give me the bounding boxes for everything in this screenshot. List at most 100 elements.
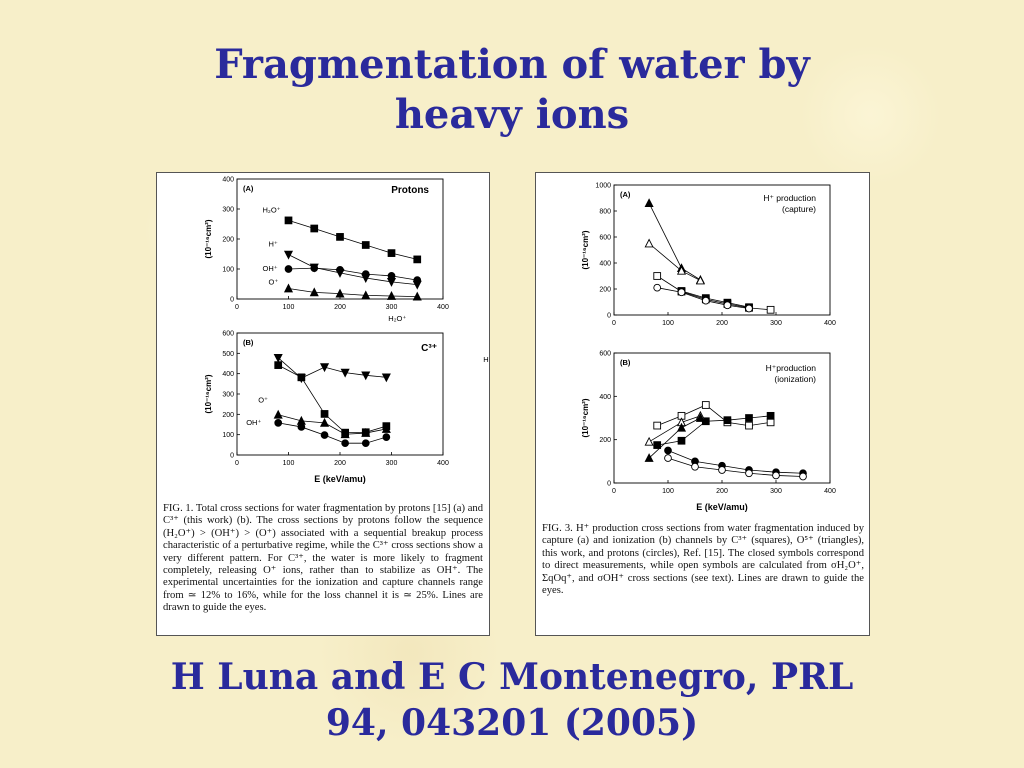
y-axis-label: (10⁻¹⁶cm²) [581, 398, 590, 437]
y-tick-label: 800 [599, 209, 611, 216]
y-tick-label: 200 [222, 237, 234, 244]
data-point [310, 264, 319, 272]
chart-title: Protons [391, 185, 429, 196]
y-tick-label: 200 [222, 412, 234, 419]
data-point [273, 353, 283, 363]
data-point [664, 454, 672, 462]
data-point [273, 409, 283, 419]
data-point [799, 472, 807, 481]
title-line-1: Fragmentation of water by [214, 41, 810, 88]
y-tick-label: 600 [599, 351, 611, 358]
x-axis-label: E (keV/amu) [314, 474, 366, 484]
data-point [745, 414, 753, 422]
series-line [278, 364, 387, 434]
data-point [718, 466, 726, 474]
chart-fig1a: 0 100 200 300 400 0 100 200 300 400 (A) Protons (10⁻… [204, 177, 449, 312]
panel-label: (B) [243, 338, 254, 347]
data-point [413, 276, 422, 284]
data-point [361, 241, 370, 249]
y-tick-label: 0 [230, 453, 234, 460]
y-tick-label: 0 [607, 313, 611, 320]
data-point [361, 439, 370, 448]
data-point [361, 428, 371, 437]
data-point [361, 371, 371, 381]
panel-label: (B) [620, 358, 631, 367]
data-point [310, 224, 319, 233]
y-tick-label: 100 [222, 432, 234, 439]
x-tick-label: 0 [235, 460, 239, 467]
data-point [766, 411, 775, 420]
data-point [701, 401, 710, 409]
data-point [723, 416, 732, 425]
data-point [723, 301, 732, 310]
x-tick-label: 200 [716, 320, 728, 327]
chart-title: C³⁺ [421, 343, 437, 354]
data-point [676, 422, 687, 432]
x-tick-label: 300 [770, 488, 782, 495]
x-tick-label: 100 [283, 460, 295, 467]
x-tick-label: 100 [662, 488, 674, 495]
data-point [745, 421, 753, 430]
series-label: H⁺ [269, 240, 278, 249]
data-point [284, 216, 293, 225]
y-tick-label: 400 [222, 177, 234, 184]
data-point [413, 255, 422, 264]
x-tick-label: 400 [824, 488, 836, 495]
x-tick-label: 0 [612, 488, 616, 495]
data-point [297, 423, 306, 431]
series-line [657, 404, 771, 426]
x-tick-label: 100 [283, 304, 295, 311]
data-point [361, 270, 370, 278]
panel-label: (A) [243, 184, 254, 193]
y-tick-label: 500 [222, 351, 234, 358]
data-point [653, 421, 662, 430]
y-tick-label: 300 [222, 207, 234, 214]
data-point [644, 436, 654, 446]
citation-line-1: H Luna and E C Montenegro, PRL [170, 656, 854, 698]
data-point [340, 429, 350, 439]
series-line [278, 414, 387, 435]
series-line [288, 267, 418, 281]
y-tick-label: 400 [599, 394, 611, 401]
data-point [676, 265, 687, 275]
series-line [648, 203, 701, 281]
chart-subtitle: (ionization) [774, 374, 816, 384]
y-tick-label: 0 [230, 297, 234, 304]
data-point [644, 453, 654, 462]
series-label: O⁺ [258, 396, 268, 405]
y-tick-label: 400 [222, 371, 234, 378]
data-point [274, 361, 283, 369]
series-line [681, 290, 750, 308]
data-point [335, 288, 345, 298]
data-point [412, 291, 422, 301]
series-line [277, 357, 387, 379]
series-label: H₂O⁺ [388, 314, 406, 323]
series-line [288, 254, 418, 285]
x-tick-label: 300 [386, 304, 398, 311]
data-point [387, 249, 396, 257]
data-point [677, 288, 686, 297]
y-axis-label: (10⁻¹⁶cm²) [581, 230, 590, 269]
y-tick-label: 200 [599, 437, 611, 444]
x-axis-label: E (keV/amu) [696, 502, 748, 512]
title-line-2: heavy ions [394, 91, 630, 138]
data-point [361, 290, 371, 300]
y-tick-label: 1000 [595, 183, 611, 190]
x-tick-label: 300 [770, 320, 782, 327]
figure-1: 0 100 200 300 400 0 100 200 300 400 (A) Protons (10⁻… [156, 172, 490, 636]
y-axis-label: (10⁻¹⁶cm²) [204, 219, 213, 258]
data-point [382, 433, 391, 441]
figure-3: 0 100 200 300 400 0 200 400 600 800 1000 (A) H⁺ prod… [535, 172, 870, 636]
x-tick-label: 0 [612, 320, 616, 327]
x-tick-label: 200 [334, 460, 346, 467]
x-tick-label: 400 [437, 304, 449, 311]
y-axis-label: (10⁻¹⁶cm²) [204, 374, 213, 413]
data-point [381, 423, 391, 433]
series-line [288, 288, 418, 297]
data-point [320, 417, 330, 427]
x-tick-label: 400 [824, 320, 836, 327]
data-point [664, 446, 672, 455]
slide-title: Fragmentation of water by heavy ions [0, 40, 1024, 140]
series-label: H⁺ [483, 355, 489, 364]
